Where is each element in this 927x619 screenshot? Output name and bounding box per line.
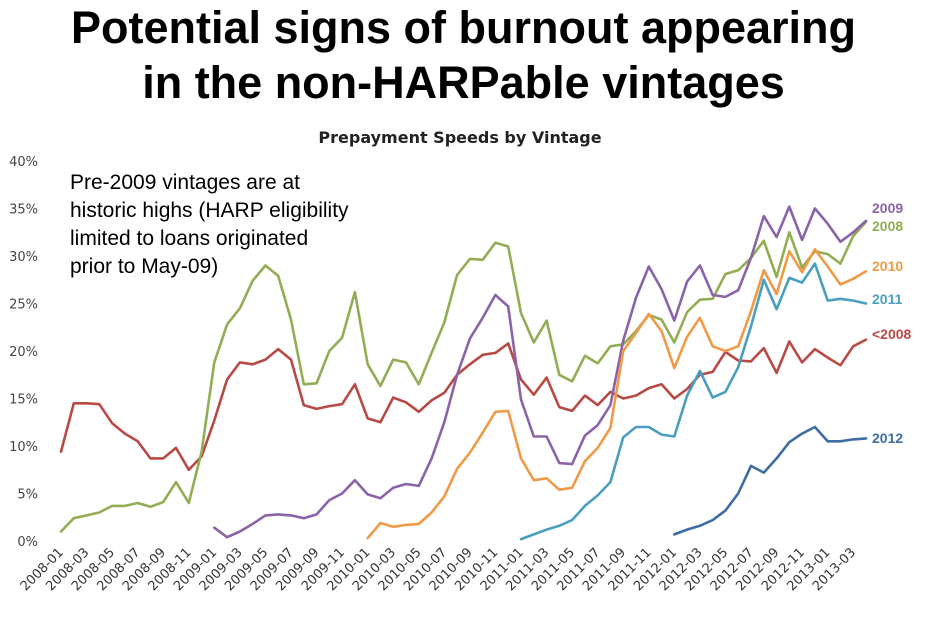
y-tick-label: 40%	[9, 155, 38, 170]
series-line	[213, 205, 868, 539]
y-tick-label: 10%	[9, 440, 38, 455]
annotation-line-1: Pre-2009 vintages are at	[70, 171, 300, 194]
headline-line-2: in the non-HARPable vintages	[142, 57, 785, 108]
chart-title: Prepayment Speeds by Vintage	[318, 128, 601, 147]
y-tick-label: 25%	[9, 298, 38, 313]
series-line	[366, 248, 868, 540]
x-axis: 2008-012008-032008-052008-072008-092008-…	[18, 545, 859, 594]
y-tick-label: 0%	[17, 535, 38, 550]
series-label: 2012	[872, 430, 903, 446]
series-label: 2011	[872, 291, 903, 307]
y-tick-label: 30%	[9, 250, 38, 265]
annotation-line-4: prior to May-09)	[70, 255, 218, 278]
headline-line-1: Potential signs of burnout appearing	[70, 2, 857, 53]
y-tick-label: 20%	[9, 345, 38, 360]
series-label: <2008	[872, 326, 912, 342]
annotation-line-3: limited to loans originated	[70, 227, 308, 250]
series-line	[519, 262, 868, 541]
series-layer	[59, 205, 868, 541]
series-labels: <2008 2008 2009 2010 2011 2012	[872, 200, 912, 446]
series-label: 2009	[872, 200, 903, 216]
y-tick-label: 35%	[9, 203, 38, 218]
series-line	[59, 220, 868, 533]
y-tick-label: 15%	[9, 393, 38, 408]
y-axis: 0% 5% 10% 15% 20% 25% 30% 35% 40%	[9, 155, 38, 550]
series-label: 2008	[872, 218, 903, 234]
series-line	[673, 425, 868, 536]
headline: Potential signs of burnout appearing in …	[0, 0, 927, 110]
series-label: 2010	[872, 258, 903, 274]
y-tick-label: 5%	[17, 488, 38, 503]
annotation-box: Pre-2009 vintages are at historic highs …	[70, 171, 349, 278]
annotation-line-2: historic highs (HARP eligibility	[70, 199, 349, 222]
series-line	[59, 338, 868, 472]
